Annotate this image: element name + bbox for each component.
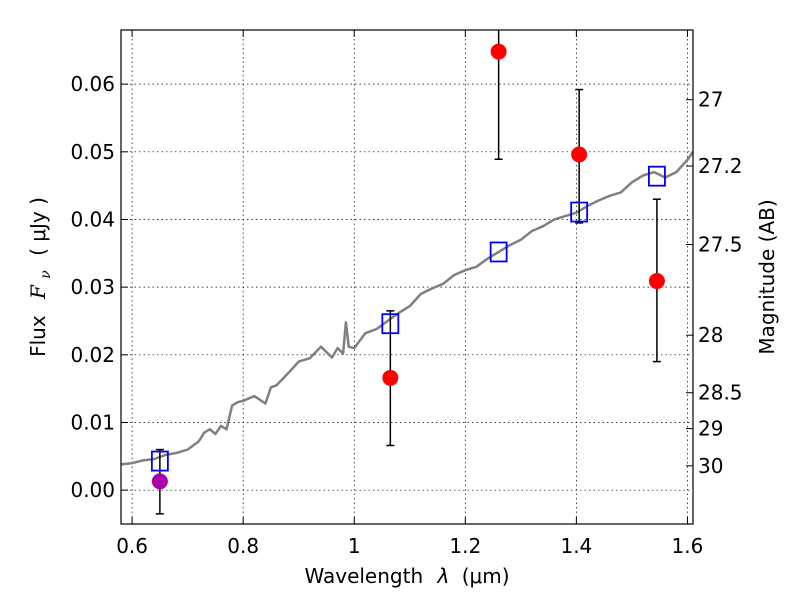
y2-tick-label: 27.5 bbox=[698, 233, 743, 257]
y-tick-label: 0.06 bbox=[70, 72, 115, 96]
y2-axis-label: Magnitude (AB) bbox=[755, 199, 779, 354]
y-tick-label: 0.01 bbox=[70, 410, 115, 434]
y2-tick-label: 28.5 bbox=[698, 381, 743, 405]
x-tick-label: 0.6 bbox=[116, 534, 148, 558]
y2-tick-label: 27.2 bbox=[698, 154, 743, 178]
observed-circle-marker bbox=[382, 369, 399, 386]
y-tick-label: 0.04 bbox=[70, 207, 115, 231]
y-tick-label: 0.05 bbox=[70, 140, 115, 164]
y2-tick-label: 27 bbox=[698, 88, 723, 112]
grid bbox=[121, 30, 693, 524]
model-square-marker bbox=[150, 450, 169, 472]
y2-tick-label: 30 bbox=[698, 454, 723, 478]
marker-layer bbox=[150, 43, 666, 490]
spectrum-line-layer bbox=[120, 151, 695, 466]
observed-circle-marker bbox=[648, 273, 665, 290]
errorbar-layer bbox=[155, 30, 661, 515]
y2-tick-label: 29 bbox=[698, 417, 723, 441]
y-tick-label: 0.00 bbox=[70, 478, 115, 502]
x-axis-label: Wavelength λ (μm) bbox=[304, 564, 509, 588]
observed-circle-marker bbox=[151, 473, 168, 490]
x-tick-label: 1 bbox=[348, 534, 361, 558]
y-axis-label: Flux F ν ( μJy ) bbox=[26, 197, 55, 357]
y2-tick-label: 28 bbox=[698, 323, 723, 347]
tick-layer: 0.6 0.8 1 1.2 1.4 1.6 0.00 0.01 0.02 0.03 0.04 0.05… bbox=[70, 30, 743, 558]
model-square-marker bbox=[648, 165, 666, 187]
observed-circle-marker bbox=[490, 43, 507, 60]
y-tick-label: 0.03 bbox=[70, 275, 115, 299]
observed-circle-marker bbox=[571, 146, 588, 163]
model-square-marker bbox=[381, 313, 400, 335]
x-tick-label: 1.6 bbox=[672, 534, 704, 558]
model-square-marker bbox=[570, 201, 589, 223]
x-tick-label: 1.4 bbox=[560, 534, 592, 558]
x-tick-label: 1.2 bbox=[449, 534, 481, 558]
model-square-marker bbox=[489, 241, 508, 263]
y-tick-label: 0.02 bbox=[70, 343, 115, 367]
spectrum-line bbox=[120, 151, 695, 466]
plot-frame bbox=[120, 29, 694, 525]
x-tick-label: 0.8 bbox=[227, 534, 259, 558]
